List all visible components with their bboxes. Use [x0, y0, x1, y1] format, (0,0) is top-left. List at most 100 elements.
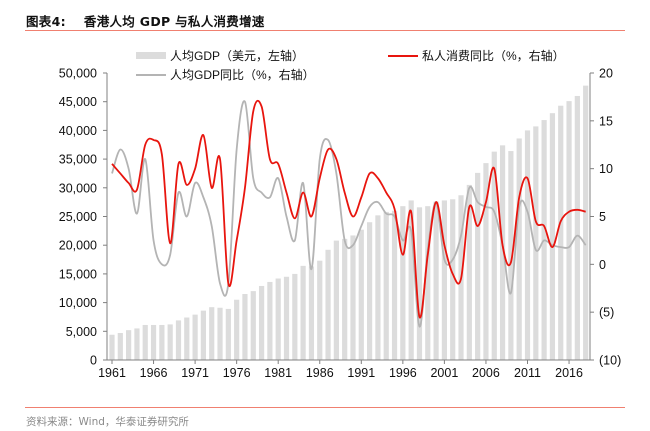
bar: [292, 273, 298, 360]
line-series: [111, 99, 587, 328]
left-axis-tick-label: 25,000: [59, 210, 97, 224]
figure-label: 图表4:: [26, 14, 66, 29]
left-axis-tick-label: 0: [90, 354, 97, 368]
bar: [200, 310, 207, 360]
bar: [275, 278, 281, 360]
x-axis-tick-label: 2006: [472, 366, 500, 380]
right-axis-tick-label: 5: [599, 210, 606, 224]
x-axis-tick-label: 1971: [181, 366, 209, 380]
x-axis-tick-label: 2016: [555, 366, 583, 380]
bar: [483, 163, 489, 360]
left-axis-tick-label: 5,000: [66, 325, 97, 339]
bar: [300, 265, 306, 360]
bar: [317, 260, 323, 360]
bar: [333, 240, 339, 360]
figure-title-text: 香港人均 GDP 与私人消费增速: [83, 14, 265, 29]
right-axis-tick-label: 15: [599, 114, 613, 128]
bar: [549, 113, 556, 361]
bar: [358, 229, 364, 360]
left-axis-tick-label: 40,000: [59, 124, 97, 138]
source-note: 资料来源：Wind，华泰证券研究所: [26, 416, 189, 428]
bar: [142, 324, 148, 360]
x-axis-tick-label: 1991: [347, 366, 375, 380]
bar-series-gdp-per-capita: [109, 85, 589, 361]
bar: [225, 308, 231, 360]
bar: [533, 126, 539, 360]
bar: [416, 207, 423, 360]
right-axis-tick-label: 0: [599, 258, 606, 272]
legend-swatch-bar: [136, 52, 166, 59]
figure-title-bar: 图表4: 香港人均 GDP 与私人消费增速: [25, 8, 625, 31]
bar: [524, 130, 531, 360]
bar: [499, 145, 506, 360]
bar: [175, 320, 182, 360]
left-axis-tick-label: 15,000: [59, 267, 97, 281]
bar: [466, 184, 472, 360]
bar: [342, 238, 348, 360]
legend-label-gdp-per-capita-yoy: 人均GDP同比（%，右轴）: [170, 67, 315, 82]
bar: [408, 200, 414, 360]
legend: 人均GDP（美元，左轴） 私人消费同比（%，右轴） 人均GDP同比（%，右轴）: [136, 48, 565, 82]
left-axis-tick-label: 20,000: [59, 239, 97, 253]
x-axis-tick-label: 2011: [514, 366, 541, 380]
bar: [583, 85, 589, 361]
bar: [267, 281, 273, 360]
right-axis-tick-label: (5): [599, 306, 614, 320]
x-axis-tick-label: 1961: [98, 366, 126, 380]
footer-rule: [25, 407, 625, 408]
bar: [491, 151, 497, 360]
right-axis-tick-label: 20: [599, 67, 613, 81]
bar: [375, 215, 381, 360]
bar: [558, 105, 564, 360]
bar: [350, 235, 356, 360]
legend-label-gdp-per-capita: 人均GDP（美元，左轴）: [170, 48, 304, 63]
bar: [234, 299, 240, 360]
bar: [184, 317, 190, 360]
bar: [574, 95, 580, 361]
x-axis-tick-label: 1966: [140, 366, 168, 380]
bar: [217, 307, 223, 360]
bar: [242, 293, 248, 360]
x-axis-tick-label: 1996: [389, 366, 417, 380]
bar: [325, 249, 331, 360]
bar: [391, 210, 398, 360]
bar: [126, 330, 132, 360]
left-axis-tick-label: 35,000: [59, 153, 97, 167]
bar: [250, 291, 256, 360]
bar: [441, 200, 447, 360]
legend-label-consumption-yoy: 私人消费同比（%，右轴）: [422, 48, 565, 63]
bar: [258, 285, 265, 360]
bar: [433, 201, 439, 360]
left-axis-tick-label: 50,000: [59, 67, 97, 81]
bar: [167, 324, 173, 360]
bar: [400, 206, 406, 360]
bar: [475, 172, 481, 360]
bar: [566, 101, 572, 360]
bar: [425, 206, 431, 360]
bar: [508, 151, 514, 360]
right-axis-tick-label: 10: [599, 162, 613, 176]
axes: 0 5,000 10,000 15,000 20,000 25,000 30,000 35,0…: [59, 67, 621, 381]
bar: [367, 222, 373, 360]
left-axis-tick-label: 45,000: [59, 95, 97, 109]
bar: [192, 314, 198, 360]
bar: [383, 211, 389, 360]
line-gdp-per-capita-yoy: [111, 100, 587, 328]
bar: [283, 276, 290, 360]
bar: [209, 307, 215, 360]
x-axis-tick-label: 1981: [264, 366, 292, 380]
bar: [109, 334, 115, 360]
bar: [308, 266, 315, 360]
x-axis-tick-label: 1986: [306, 366, 334, 380]
bar: [134, 328, 140, 360]
line-private-consumption-yoy: [111, 99, 586, 319]
bar: [117, 333, 123, 360]
bar: [516, 138, 522, 360]
x-axis-tick-label: 1976: [223, 366, 251, 380]
left-axis-tick-label: 30,000: [59, 181, 97, 195]
bar: [150, 324, 157, 360]
right-axis-tick-label: (10): [599, 354, 621, 368]
figure-title: 图表4: 香港人均 GDP 与私人消费增速: [26, 11, 265, 30]
bar: [450, 199, 456, 360]
